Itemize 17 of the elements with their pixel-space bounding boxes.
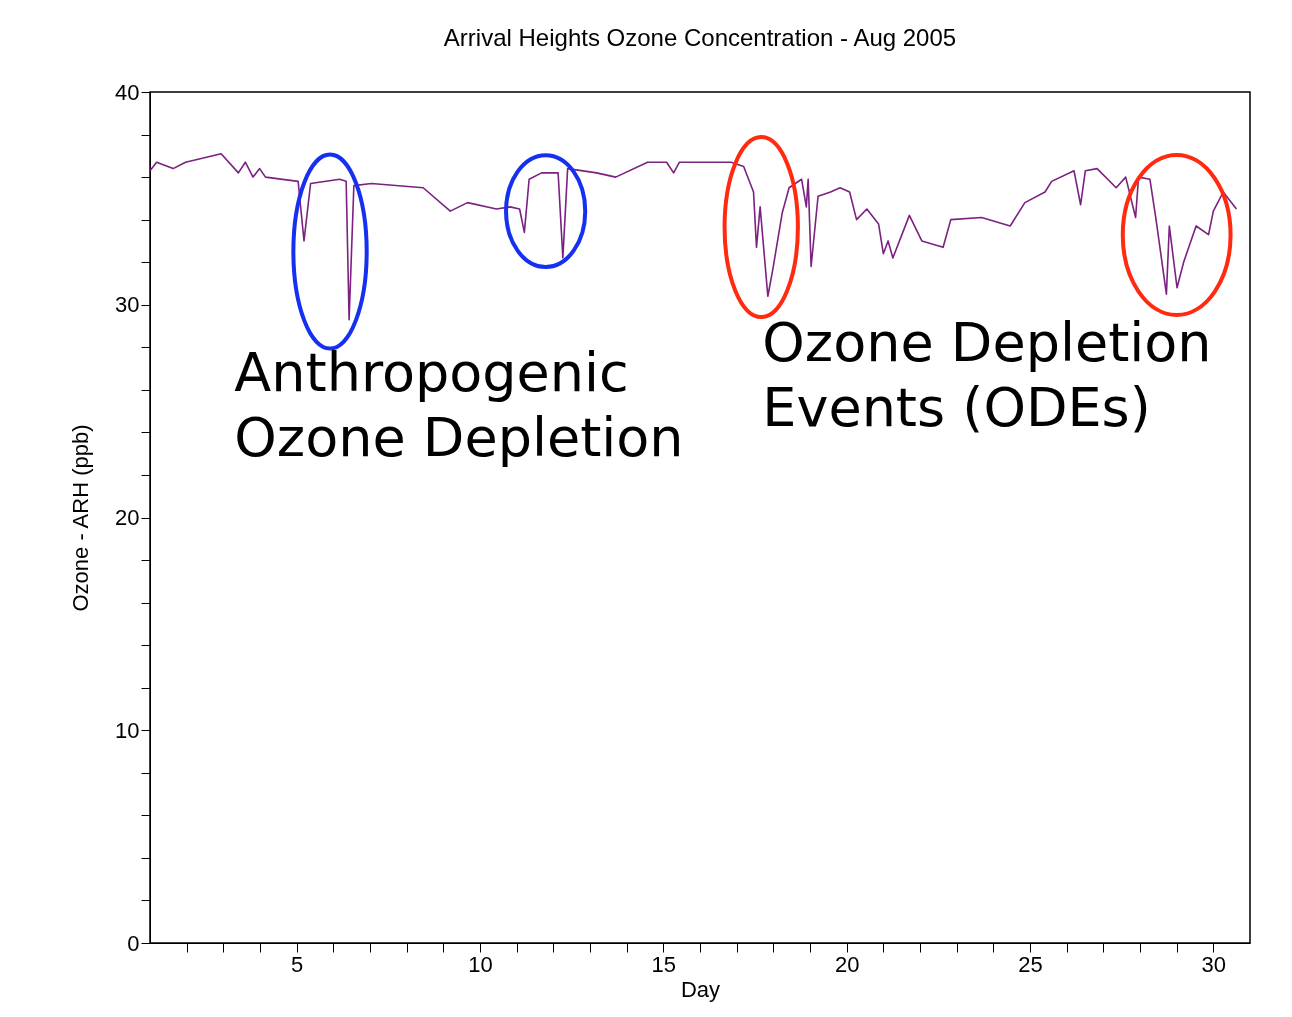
y-tick-label: 40 [115, 79, 140, 105]
y-tick-label: 30 [115, 292, 140, 318]
chart-title: Arrival Heights Ozone Concentration - Aug 2005 [443, 24, 957, 51]
y-axis-title: Ozone - ARH (ppb) [68, 424, 94, 612]
annotation: Ozone Depletion Events (ODEs) [762, 311, 1213, 441]
y-tick-label: 20 [115, 505, 140, 530]
x-tick-label: 10 [468, 951, 493, 977]
y-tick-label: 10 [115, 717, 140, 743]
x-tick-label: 30 [1201, 951, 1227, 977]
annotation: Anthropogenic Ozone Depletion [234, 340, 685, 471]
y-tick-label: 0 [127, 930, 140, 956]
x-tick-label: 15 [651, 951, 677, 977]
line-series [149, 152, 1238, 321]
x-tick-label: 5 [291, 951, 304, 977]
x-axis-title: Day [680, 976, 721, 1002]
x-tick-label: 25 [1018, 951, 1043, 977]
x-tick-label: 20 [834, 951, 860, 977]
